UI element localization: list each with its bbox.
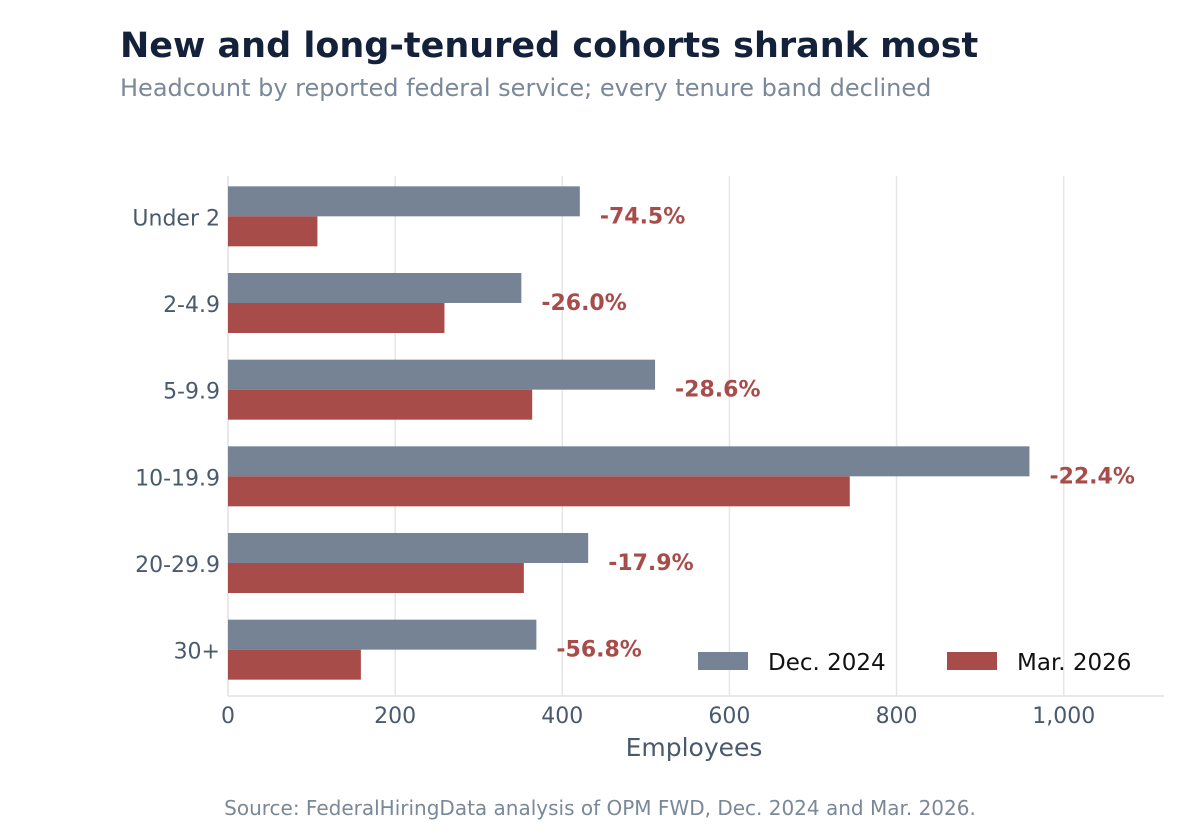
- change-label: -22.4%: [1049, 464, 1134, 489]
- y-tick-label: 30+: [174, 640, 220, 665]
- bar-mar-2026: [228, 389, 533, 420]
- legend-label-mar-2026: Mar. 2026: [1017, 650, 1131, 676]
- bar-mar-2026: [228, 476, 850, 507]
- legend-swatch-mar-2026: [947, 652, 997, 670]
- bar-dec-2024: [228, 446, 1030, 477]
- bar-mar-2026: [228, 303, 445, 333]
- chart-title: New and long-tenured cohorts shrank most: [120, 26, 979, 66]
- bar-dec-2024: [228, 273, 522, 303]
- bar-mar-2026: [228, 649, 361, 680]
- bar-mar-2026: [228, 563, 524, 593]
- chart-subtitle: Headcount by reported federal service; e…: [120, 74, 932, 102]
- source-note: Source: FederalHiringData analysis of OP…: [224, 796, 976, 820]
- bar-dec-2024: [228, 619, 537, 650]
- y-tick-label: 2-4.9: [163, 293, 220, 318]
- legend-swatch-dec-2024: [698, 652, 748, 670]
- bar-dec-2024: [228, 186, 580, 217]
- change-label: -74.5%: [600, 204, 685, 229]
- change-label: -26.0%: [541, 291, 626, 316]
- bar-dec-2024: [228, 359, 656, 390]
- x-tick-label: 200: [374, 704, 416, 729]
- y-tick-label: Under 2: [132, 206, 220, 231]
- change-label: -28.6%: [675, 378, 760, 403]
- x-tick-label: 0: [221, 704, 235, 729]
- y-tick-label: 20-29.9: [135, 553, 220, 578]
- x-tick-label: 600: [708, 704, 750, 729]
- x-tick-label: 1,000: [1032, 704, 1095, 729]
- bar-mar-2026: [228, 216, 318, 247]
- change-label: -56.8%: [556, 638, 641, 663]
- y-tick-label: 10-19.9: [135, 466, 220, 491]
- x-tick-label: 800: [876, 704, 918, 729]
- x-axis-title: Employees: [626, 733, 763, 762]
- bar-dec-2024: [228, 533, 589, 563]
- legend-label-dec-2024: Dec. 2024: [768, 650, 886, 676]
- y-tick-label: 5-9.9: [163, 380, 220, 405]
- change-label: -17.9%: [608, 551, 693, 576]
- x-tick-label: 400: [541, 704, 583, 729]
